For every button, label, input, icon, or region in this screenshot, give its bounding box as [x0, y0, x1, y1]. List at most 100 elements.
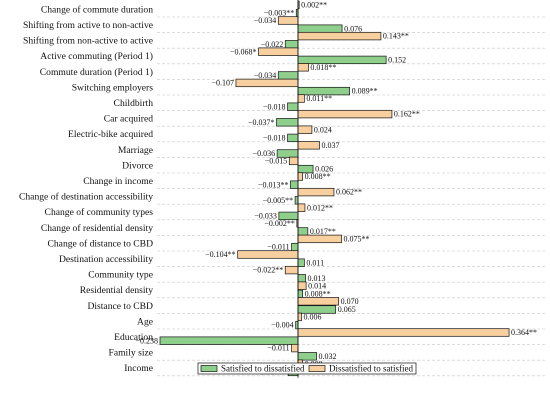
data-label-orange: 0.075**	[343, 235, 369, 244]
legend-label-orange: Dissatisfied to satisfied	[329, 364, 413, 374]
bar-orange	[297, 187, 335, 197]
bar-orange	[291, 343, 299, 353]
data-label-green: 0.032	[319, 352, 337, 361]
bar-orange	[297, 172, 303, 181]
category-label: Change in income	[83, 176, 153, 187]
data-label-green: 0.026	[315, 165, 333, 174]
bar-green	[284, 40, 299, 49]
data-label-green: −0.238	[135, 336, 158, 345]
bar-green	[287, 102, 299, 111]
bar-orange	[297, 31, 382, 41]
category-label: Shifting from active to non-active	[23, 20, 153, 31]
category-label: Car acquired	[104, 114, 153, 125]
data-label-orange: 0.162**	[394, 110, 420, 119]
category-label: Family size	[109, 348, 154, 359]
data-label-orange: −0.015	[265, 157, 288, 166]
data-label-green: 0.089**	[352, 87, 378, 96]
data-label-orange: −0.104**	[205, 250, 236, 259]
data-label-green: 0.008**	[305, 290, 331, 299]
bar-green	[297, 227, 309, 236]
bar-orange	[297, 281, 307, 290]
data-label-green: −0.005**	[263, 196, 294, 205]
category-label: Residential density	[80, 285, 153, 296]
labels: Change of commute duration −0.003** 0.002*…	[19, 1, 537, 377]
bar-green	[287, 133, 299, 143]
category-label: Income	[124, 363, 153, 374]
category-label: Age	[137, 316, 153, 327]
data-label-green: 0.011	[306, 258, 324, 267]
bar-orange	[297, 312, 302, 322]
legend-swatch-orange	[308, 365, 326, 372]
data-label-orange: 0.024	[314, 125, 332, 134]
data-label-orange: −0.002**	[264, 219, 295, 228]
data-label-orange: 0.037	[321, 141, 339, 150]
bar-orange	[297, 63, 309, 72]
data-label-green: −0.011	[267, 243, 289, 252]
data-label-orange: −0.022**	[253, 266, 284, 275]
data-label-green: −0.003**	[264, 9, 295, 18]
bars	[159, 0, 510, 377]
bar-orange	[284, 265, 299, 275]
bar-green	[276, 118, 299, 127]
data-label-green: −0.022	[261, 40, 284, 49]
legend-box	[197, 362, 417, 375]
data-label-orange: 0.002**	[301, 1, 327, 10]
bar-green	[297, 289, 303, 299]
data-label-green: −0.037*	[248, 118, 275, 127]
bar-orange	[235, 78, 299, 88]
bar-orange	[297, 125, 313, 134]
data-label-orange: 0.364**	[511, 328, 537, 337]
data-label-orange: 0.011**	[306, 94, 332, 103]
data-label-green: 0.017**	[310, 227, 336, 236]
bar-green	[291, 242, 299, 252]
data-label-green: 0.076	[344, 24, 362, 33]
bar-orange	[237, 250, 299, 259]
bar-orange	[288, 156, 299, 166]
data-label-orange: 0.014	[308, 281, 326, 290]
category-label: Divorce	[122, 160, 153, 171]
bar-orange	[258, 47, 299, 56]
data-label-orange: −0.034	[254, 16, 277, 25]
data-label-green: −0.036	[253, 149, 276, 158]
category-label: Destination accessibility	[59, 254, 153, 265]
category-label: Switching employers	[72, 82, 154, 93]
category-label: Shifting from non-active to active	[23, 36, 153, 47]
bar-orange	[277, 16, 299, 25]
data-label-orange: 0.143**	[383, 32, 409, 41]
bar-green	[297, 258, 305, 267]
category-label: Electric-bike acquired	[68, 129, 153, 140]
bar-orange	[297, 94, 305, 103]
data-label-orange: 0.012**	[307, 203, 333, 212]
data-label-orange: −0.107	[211, 79, 234, 88]
data-label-green: 0.152	[388, 56, 406, 65]
category-label: Change of destination accessibility	[19, 192, 153, 203]
data-label-orange: 0.008**	[305, 172, 331, 181]
legend: Satisfied to dissatisfied Dissatisfied to…	[197, 362, 417, 375]
data-label-green: 0.065	[338, 305, 356, 314]
bar-orange	[297, 328, 510, 337]
data-label-green: −0.013**	[258, 180, 289, 189]
category-label: Community type	[88, 270, 153, 281]
bar-orange	[297, 234, 342, 244]
category-label: Change of community types	[45, 207, 154, 218]
data-label-orange: −0.068*	[230, 47, 257, 56]
bar-orange	[297, 203, 306, 212]
data-label-orange: 0.018**	[310, 63, 336, 72]
data-label-orange: 0.070	[341, 297, 359, 306]
bar-orange	[297, 297, 339, 306]
category-label: Commute duration (Period 1)	[40, 67, 153, 78]
bar-green	[277, 71, 299, 80]
data-label-green: 0.013	[308, 274, 326, 283]
bar-orange	[297, 109, 393, 119]
category-label: Childbirth	[114, 98, 154, 109]
legend-swatch-green	[200, 365, 218, 372]
data-label-orange: 0.062**	[336, 188, 362, 197]
legend-label-green: Satisfied to dissatisfied	[221, 364, 305, 374]
data-label-green: −0.034	[254, 71, 277, 80]
bar-green	[290, 180, 299, 189]
data-label-green: −0.018	[263, 134, 286, 143]
bar-green	[297, 24, 343, 33]
category-label: Marriage	[118, 145, 153, 156]
data-label-green: −0.018	[263, 102, 286, 111]
